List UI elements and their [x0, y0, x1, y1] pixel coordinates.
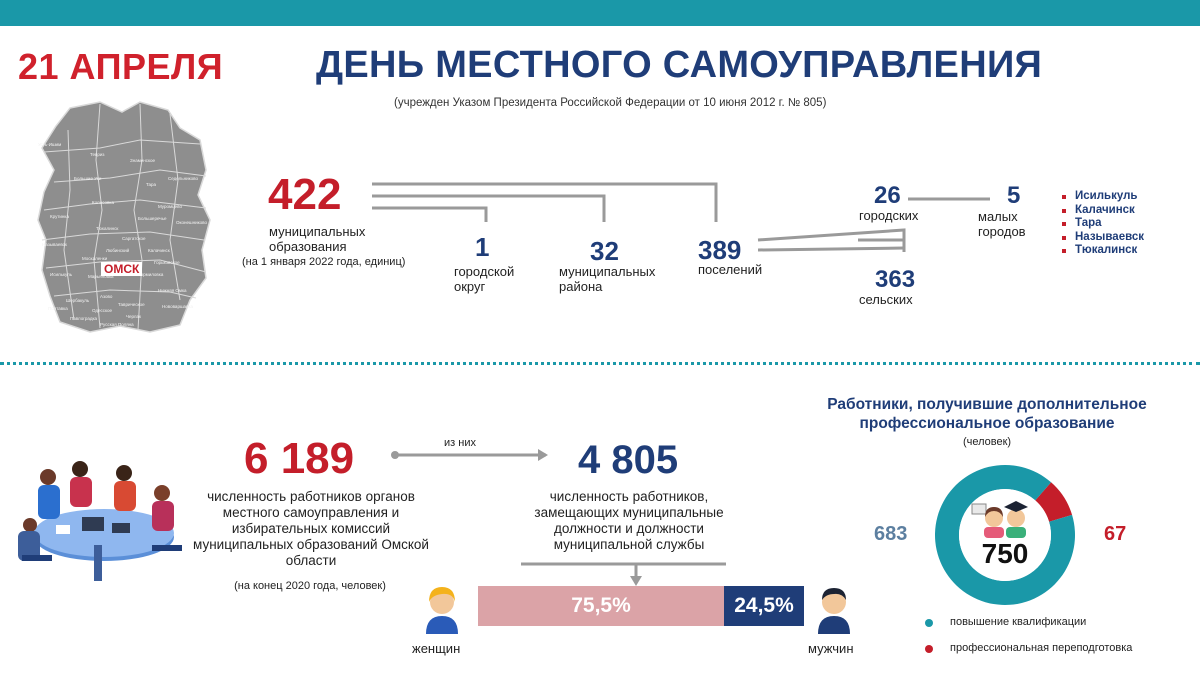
women-share-bar: 75,5%	[478, 586, 724, 626]
training-total: 750	[981, 538, 1029, 569]
legend-retraining-label: профессиональная переподготовка	[950, 642, 1133, 654]
municipal-employees-value: 4 805	[578, 438, 679, 482]
district-label: Полтавка	[48, 306, 68, 311]
man-icon	[818, 588, 850, 634]
event-date: 21 АПРЕЛЯ	[18, 46, 224, 87]
district-label: Тюкалинск	[96, 226, 118, 231]
city-district-value: 1	[475, 232, 490, 262]
district-label: Нижняя Омка	[158, 288, 187, 293]
list-item: Калачинск	[1062, 204, 1144, 218]
district-label: Большеречье	[138, 216, 167, 221]
district-label: Калачинск	[148, 248, 170, 253]
district-label: Москаленки	[82, 256, 108, 261]
woman-icon	[426, 587, 458, 634]
district-label: Павлоградка	[70, 316, 98, 321]
office-meeting-illustration	[18, 461, 182, 581]
urban-settlements-label: городских	[859, 208, 919, 223]
district-label: Большие Уки	[74, 176, 102, 181]
page-subtitle: (учрежден Указом Президента Российской Ф…	[394, 97, 827, 109]
district-label: Крутинка	[50, 214, 69, 219]
legend-retraining-marker	[925, 645, 933, 653]
district-label: Черлак	[126, 314, 141, 319]
district-label: Азово	[100, 294, 113, 299]
district-label: Муромцево	[158, 204, 182, 209]
urban-settlements-value: 26	[874, 182, 901, 209]
men-share-bar: 24,5%	[724, 586, 804, 626]
legend-qualification-marker	[925, 619, 933, 627]
district-label: Оконешниково	[176, 220, 207, 225]
district-label: Тевриз	[90, 152, 104, 157]
municipal-employees-label: численность работников, замещающих муниц…	[534, 489, 724, 552]
district-label: Колосовка	[92, 200, 114, 205]
settlements-value: 389	[698, 235, 742, 265]
training-title: Работники, получившие дополнительное про…	[827, 396, 1147, 432]
total-municipalities-label: муниципальных образования	[269, 224, 366, 254]
district-label: Саргатское	[122, 236, 146, 241]
district-label: Шербакуль	[66, 298, 90, 303]
donut-segment-qualification	[935, 465, 1075, 605]
districts-value: 32	[590, 236, 619, 266]
page-title: ДЕНЬ МЕСТНОГО САМОУПРАВЛЕНИЯ	[316, 44, 1043, 86]
city-district-label: городской округ	[454, 264, 515, 294]
district-label: Марьяновка	[88, 274, 114, 279]
districts-label: муниципальных района	[559, 264, 656, 294]
qualification-value: 683	[874, 523, 908, 545]
district-label: Тара	[146, 182, 157, 187]
district-label: Нововаршавка	[162, 304, 194, 309]
district-label: Одесское	[92, 308, 113, 313]
of-them-label: из них	[444, 437, 476, 449]
district-label: Любинский	[106, 247, 130, 253]
small-towns-list: Исилькуль Калачинск Тара Называевск Тюка…	[1062, 190, 1144, 258]
district-label: Исилькуль	[50, 272, 73, 277]
list-item: Называевск	[1062, 231, 1144, 245]
donut-segment-retraining	[1035, 482, 1073, 522]
top-accent-bar	[0, 0, 1200, 26]
men-share-value: 24,5%	[734, 594, 794, 617]
total-municipalities-value: 422	[268, 170, 342, 219]
district-label: Кормиловка	[138, 272, 164, 277]
district-label: Таврическое	[118, 302, 145, 307]
small-towns-label: малых городов	[978, 209, 1026, 239]
list-item: Тара	[1062, 217, 1144, 231]
district-label: Усть-Ишим	[38, 142, 61, 147]
district-label: Знаменское	[130, 158, 156, 163]
rural-settlements-value: 363	[875, 266, 916, 293]
district-label: Называевск	[42, 242, 67, 247]
women-share-value: 75,5%	[571, 594, 631, 617]
rural-settlements-label: сельских	[859, 292, 913, 307]
retraining-value: 67	[1104, 523, 1127, 545]
employees-total-value: 6 189	[244, 434, 355, 483]
employees-total-label: численность работников органов местного …	[193, 489, 429, 568]
women-label: женщин	[412, 641, 461, 656]
men-label: мужчин	[808, 641, 854, 656]
list-item: Тюкалинск	[1062, 244, 1144, 258]
district-label: Горьковское	[154, 260, 180, 265]
omsk-region-map: Усть-Ишим Тевриз Знаменское Тара Седельников…	[37, 101, 211, 333]
training-unit: (человек)	[962, 436, 1012, 448]
small-towns-value: 5	[1007, 182, 1021, 209]
legend-qualification-label: повышение квалификации	[950, 616, 1087, 628]
section-divider	[0, 362, 1200, 365]
omsk-city-label: ОМСК	[101, 262, 143, 276]
employees-total-note: (на конец 2020 года, человек)	[234, 580, 386, 592]
district-label: Русская Поляна	[100, 322, 134, 327]
list-item: Исилькуль	[1062, 190, 1144, 204]
total-municipalities-note: (на 1 января 2022 года, единиц)	[242, 256, 406, 268]
settlements-label: поселений	[698, 262, 763, 277]
students-graduation-icon	[971, 501, 1028, 538]
district-label: Седельниково	[168, 176, 198, 181]
